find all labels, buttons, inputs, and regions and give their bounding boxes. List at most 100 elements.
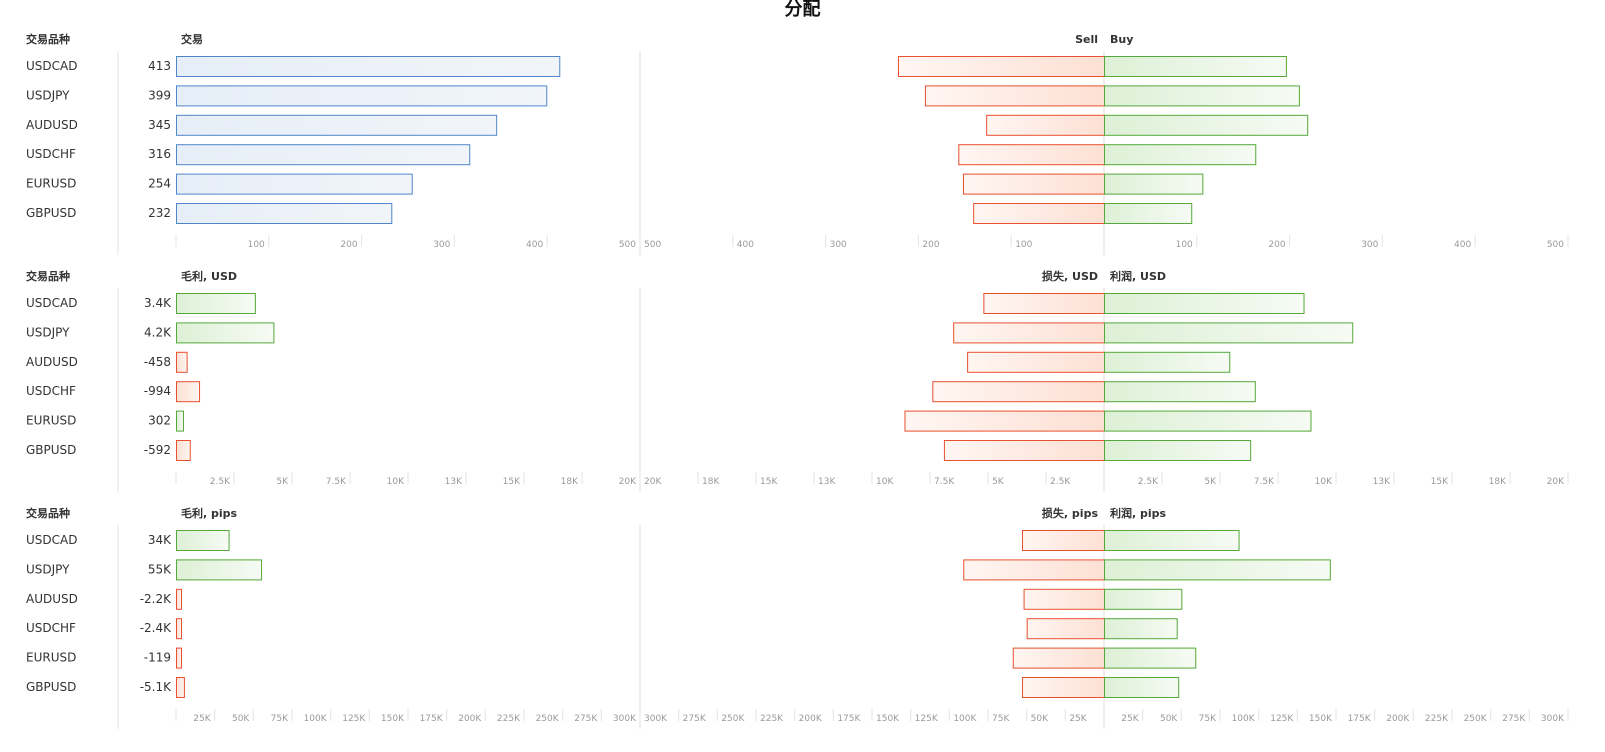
sell-axis-tick-label: 100: [1015, 240, 1032, 250]
symbol-label: USDJPY: [26, 325, 70, 339]
left-axis-tick-label: 18K: [561, 477, 579, 487]
left-axis-tick-label: 5K: [276, 477, 289, 487]
sell-axis-tick-label: 175K: [837, 714, 861, 724]
symbol-label: USDCHF: [26, 147, 76, 161]
sell-axis-tick-label: 200K: [799, 714, 823, 724]
symbol-label: GBPUSD: [26, 206, 76, 220]
buy-axis-tick-label: 200K: [1386, 714, 1410, 724]
sell-header: Sell: [1075, 33, 1098, 46]
sell-bar: [962, 173, 1105, 195]
sell-bar: [973, 203, 1105, 224]
sell-bar: [932, 381, 1105, 403]
left-header: 交易: [181, 32, 203, 46]
left-axis-tick-label: 7.5K: [326, 477, 347, 487]
sell-axis-tick-label: 20K: [644, 477, 662, 487]
value-label: 399: [148, 88, 171, 102]
sell-bar: [958, 144, 1106, 166]
buy-axis-tick-label: 25K: [1121, 714, 1139, 724]
sell-bar: [1022, 677, 1106, 698]
sell-header: 损失, USD: [1042, 269, 1098, 283]
value-label: 413: [148, 59, 171, 73]
left-axis-tick-label: 50K: [232, 714, 250, 724]
buy-bar: [1104, 293, 1305, 314]
buy-axis-tick-label: 300: [1361, 240, 1378, 250]
symbol-label: USDCHF: [26, 384, 76, 398]
buy-bar: [1104, 530, 1240, 551]
buy-axis-tick-label: 275K: [1502, 714, 1526, 724]
buy-axis-tick-label: 2.5K: [1138, 477, 1159, 487]
sell-axis-tick-label: 18K: [702, 477, 720, 487]
report-title: 分配: [784, 0, 821, 20]
sell-axis-tick-label: 50K: [1031, 714, 1049, 724]
buy-axis-tick-label: 18K: [1489, 477, 1507, 487]
sell-axis-tick-label: 7.5K: [934, 477, 955, 487]
buy-bar: [1104, 173, 1204, 195]
buy-axis-tick-label: 200: [1268, 240, 1285, 250]
left-bar: [176, 677, 185, 698]
sell-axis-tick-label: 125K: [915, 714, 939, 724]
buy-header: Buy: [1110, 33, 1133, 46]
sell-axis-tick-label: 300K: [644, 714, 668, 724]
left-axis-tick-label: 2.5K: [210, 477, 231, 487]
left-bar: [176, 530, 230, 551]
symbol-label: AUDUSD: [26, 118, 78, 132]
value-label: 302: [148, 414, 171, 428]
sell-axis-tick-label: 100K: [953, 714, 977, 724]
buy-axis-tick-label: 500: [1547, 240, 1564, 250]
left-header: 毛利, USD: [181, 269, 237, 283]
sell-bar: [983, 293, 1105, 314]
symbol-label: EURUSD: [26, 651, 76, 665]
symbol-label: AUDUSD: [26, 355, 78, 369]
sell-bar: [1026, 618, 1105, 640]
value-label: 232: [148, 206, 171, 220]
value-label: 4.2K: [144, 325, 172, 339]
sell-axis-tick-label: 75K: [992, 714, 1010, 724]
buy-bar: [1104, 351, 1231, 373]
sell-axis-tick-label: 25K: [1069, 714, 1087, 724]
buy-bar: [1104, 440, 1252, 461]
buy-axis-tick-label: 7.5K: [1254, 477, 1275, 487]
buy-axis-tick-label: 13K: [1373, 477, 1391, 487]
buy-bar: [1104, 144, 1257, 166]
buy-axis-tick-label: 125K: [1270, 714, 1294, 724]
left-bar: [176, 293, 256, 314]
symbol-label: USDCHF: [26, 621, 76, 635]
sell-bar: [953, 322, 1106, 344]
value-label: 55K: [148, 562, 172, 576]
left-axis-tick-label: 13K: [445, 477, 463, 487]
buy-bar: [1104, 618, 1178, 640]
left-bar: [176, 173, 413, 195]
left-axis-tick-label: 10K: [387, 477, 405, 487]
value-label: -119: [144, 651, 171, 665]
sell-bar: [943, 440, 1105, 461]
sell-axis-tick-label: 13K: [818, 477, 836, 487]
left-bar: [176, 647, 182, 669]
left-axis-tick-label: 400: [526, 240, 543, 250]
value-label: -2.2K: [140, 592, 172, 606]
left-axis-tick-label: 225K: [497, 714, 521, 724]
sell-bar: [1012, 647, 1105, 669]
sell-axis-tick-label: 15K: [760, 477, 778, 487]
left-axis-tick-label: 125K: [342, 714, 366, 724]
buy-axis-tick-label: 150K: [1309, 714, 1333, 724]
sell-axis-tick-label: 300: [830, 240, 847, 250]
value-label: 345: [148, 118, 171, 132]
buy-header: 利润, pips: [1110, 506, 1167, 520]
sell-axis-tick-label: 400: [737, 240, 754, 250]
left-axis-tick-label: 25K: [193, 714, 211, 724]
sell-axis-tick-label: 10K: [876, 477, 894, 487]
left-bar: [176, 322, 275, 344]
left-axis-tick-label: 500: [619, 240, 636, 250]
value-label: -5.1K: [140, 680, 172, 694]
symbol-label: USDCAD: [26, 296, 77, 310]
left-bar: [176, 85, 548, 107]
sell-axis-tick-label: 5K: [992, 477, 1005, 487]
buy-bar: [1104, 322, 1354, 344]
left-axis-tick-label: 100: [248, 240, 265, 250]
sell-bar: [967, 351, 1105, 373]
buy-axis-tick-label: 5K: [1204, 477, 1217, 487]
buy-axis-tick-label: 100K: [1232, 714, 1256, 724]
left-axis-tick-label: 20K: [619, 477, 637, 487]
